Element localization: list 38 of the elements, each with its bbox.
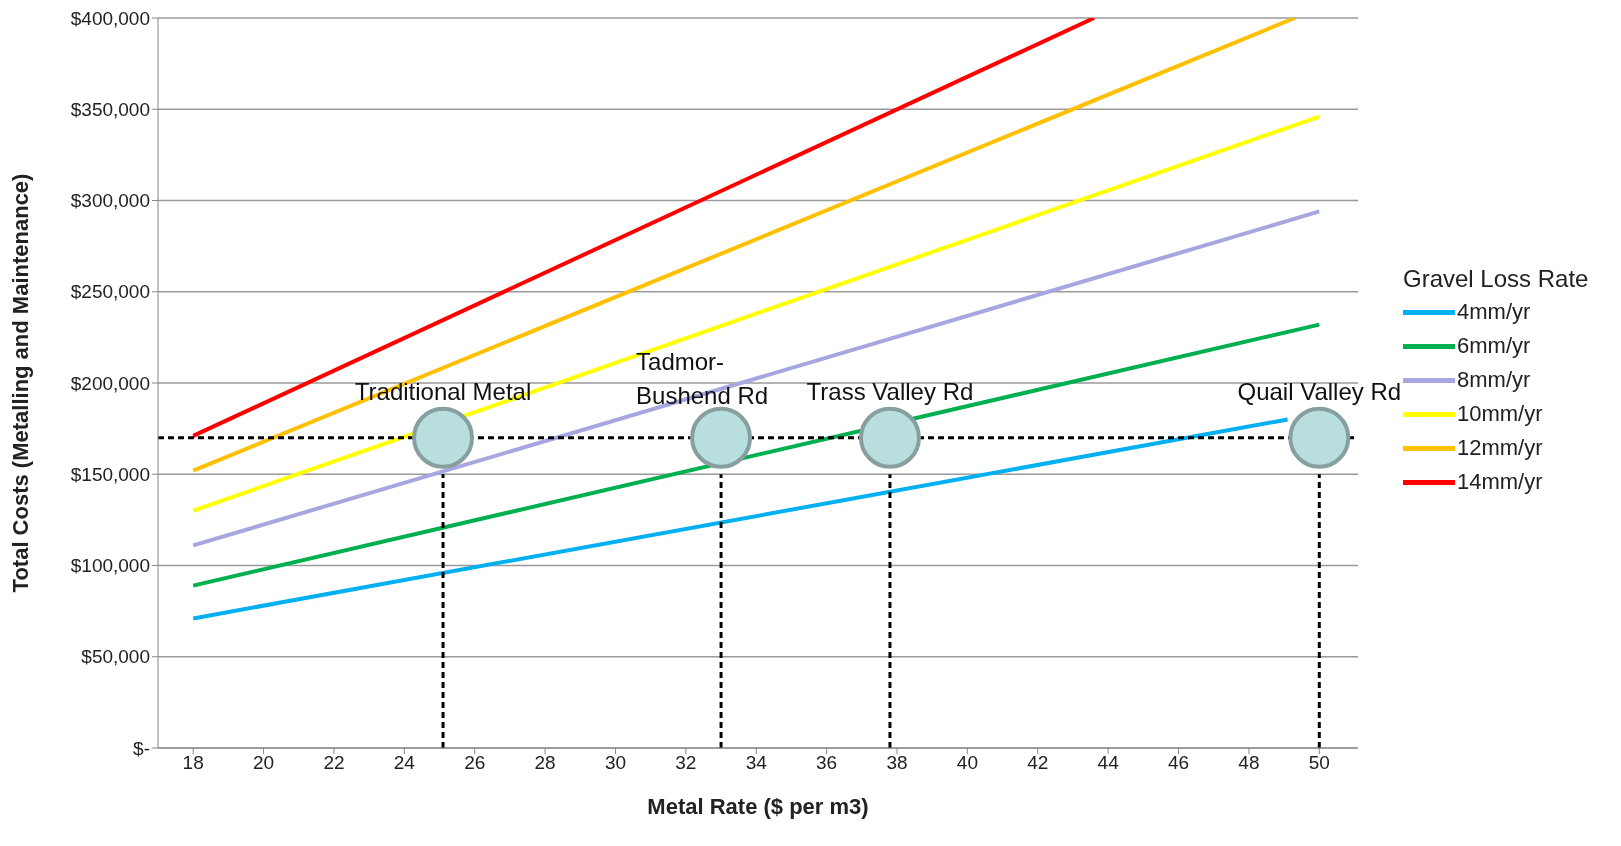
y-axis-title: Total Costs (Metalling and Maintenance)	[7, 173, 33, 593]
x-tick-label: 42	[1027, 752, 1049, 774]
y-tick-label: $-	[133, 737, 150, 759]
x-tick-label: 24	[393, 752, 416, 774]
x-tick-label: 18	[182, 752, 204, 774]
x-tick-label: 26	[464, 752, 486, 774]
x-tick-label: 30	[604, 752, 627, 774]
x-tick-label: 34	[745, 752, 768, 774]
x-tick-label: 46	[1167, 752, 1190, 774]
x-axis-title: Metal Rate ($ per m3)	[647, 794, 869, 819]
legend-label: 10mm/yr	[1457, 401, 1543, 427]
legend-label: 12mm/yr	[1457, 435, 1543, 461]
annotation: Tadmor-Bushend Rd	[636, 347, 769, 409]
annotation: Quail Valley Rd	[1237, 377, 1402, 405]
legend-label: 6mm/yr	[1457, 333, 1531, 359]
legend-label: 14mm/yr	[1457, 469, 1543, 495]
x-tick-label: 32	[675, 752, 697, 774]
x-tick-label: 36	[816, 752, 838, 774]
x-tick-label: 28	[534, 752, 556, 774]
x-tick-label: 38	[886, 752, 908, 774]
legend-title: Gravel Loss Rate	[1403, 264, 1590, 294]
x-tick-label: 20	[253, 752, 275, 774]
legend-label: 8mm/yr	[1457, 367, 1531, 393]
y-tick-label: $50,000	[81, 646, 150, 668]
annotation: Trass Valley Rd	[806, 377, 974, 405]
y-tick-label: $350,000	[70, 99, 150, 120]
y-tick-label: $150,000	[70, 463, 150, 485]
x-tick-label: 44	[1097, 752, 1120, 774]
x-tick-label: 50	[1308, 752, 1330, 774]
y-tick-label: $400,000	[70, 7, 150, 29]
x-tick-label: 22	[323, 752, 345, 774]
x-tick-label: 40	[956, 752, 978, 774]
x-tick-label: 48	[1238, 752, 1260, 774]
y-tick-label: $200,000	[70, 372, 150, 394]
y-tick-label: $250,000	[70, 281, 150, 303]
y-tick-label: $300,000	[70, 190, 150, 212]
legend-label: 4mm/yr	[1457, 299, 1531, 325]
y-tick-label: $100,000	[70, 555, 150, 577]
